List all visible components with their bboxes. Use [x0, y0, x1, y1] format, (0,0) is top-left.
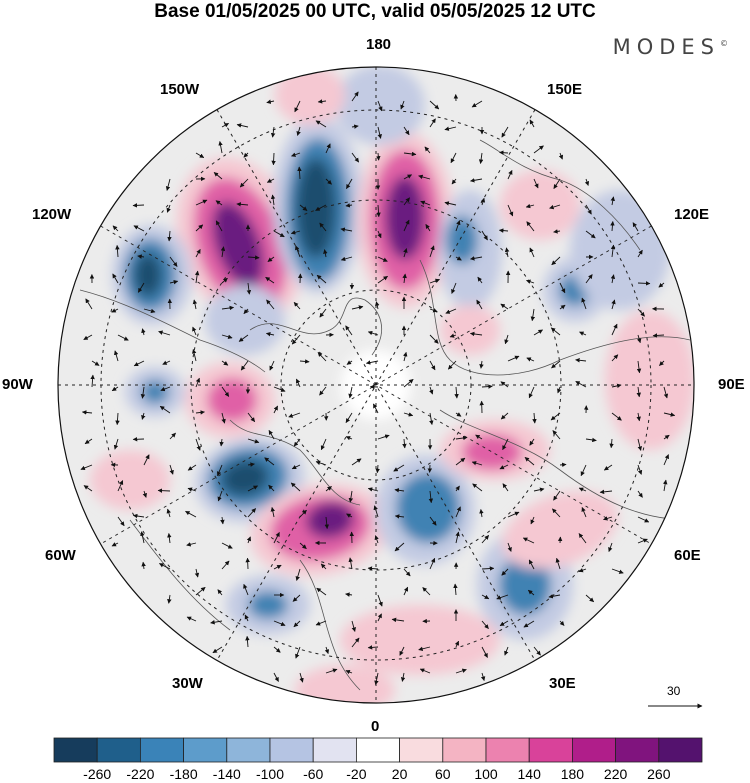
lon-label-30e: 30E — [549, 675, 576, 692]
colorbar-tick-label: -220 — [126, 766, 155, 782]
colorbar-tick-label: 180 — [560, 766, 585, 782]
colorbar-tick-label: 100 — [474, 766, 498, 782]
colorbar-swatch — [658, 737, 703, 763]
colorbar-tick-label: 60 — [435, 766, 451, 782]
colorbar-tick-label: 220 — [603, 766, 628, 782]
colorbar-tick-label: -60 — [303, 766, 324, 782]
colorbar — [53, 737, 703, 763]
colorbar-swatch — [442, 737, 487, 763]
colorbar-swatch — [226, 737, 271, 763]
colorbar-tick-label: 20 — [391, 766, 408, 782]
brand-logo: MODES© — [612, 35, 728, 59]
colorbar-swatch — [312, 737, 357, 763]
lon-label-120w: 120W — [32, 206, 72, 223]
colorbar-tick-label: -20 — [346, 766, 367, 782]
colorbar-swatch — [53, 737, 98, 763]
lon-label-60e: 60E — [674, 547, 701, 564]
colorbar-swatch — [183, 737, 228, 763]
colorbar-swatch — [355, 737, 400, 763]
colorbar-swatch — [572, 737, 617, 763]
colorbar-swatch — [269, 737, 314, 763]
lon-label-60w: 60W — [45, 547, 76, 564]
colorbar-swatch — [528, 737, 573, 763]
reference-vector-label: 30 — [667, 684, 681, 698]
colorbar-tick-label: 140 — [517, 766, 541, 782]
map-boundary — [57, 66, 695, 704]
colorbar-tick-label: -260 — [83, 766, 112, 782]
colorbar-swatch — [399, 737, 444, 763]
colorbar-tick-label: -100 — [255, 766, 285, 782]
colorbar-swatch — [485, 737, 530, 763]
map-disc — [58, 67, 694, 703]
wind-vectors — [80, 91, 676, 686]
colorbar-tick-label: 260 — [647, 766, 671, 782]
lon-label-90e: 90E — [718, 376, 745, 393]
map-title: Base 01/05/2025 00 UTC, valid 05/05/2025… — [154, 1, 596, 22]
lon-label-30w: 30W — [172, 675, 203, 692]
colorbar-swatch — [139, 737, 184, 763]
lon-label-180: 180 — [366, 36, 392, 53]
lon-label-150e: 150E — [547, 81, 583, 98]
polar-map — [57, 66, 703, 709]
lon-label-120e: 120E — [674, 206, 710, 223]
colorbar-tick-label: -180 — [169, 766, 198, 782]
lon-label-90w: 90W — [2, 376, 33, 393]
colorbar-tick-label: -140 — [212, 766, 241, 782]
lon-label-150w: 150W — [160, 81, 200, 98]
colorbar-swatch — [96, 737, 141, 763]
lon-label-0: 0 — [371, 718, 380, 735]
colorbar-swatch — [615, 737, 660, 763]
